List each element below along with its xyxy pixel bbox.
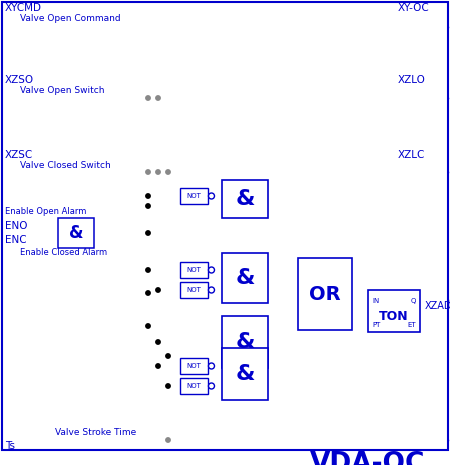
Text: NOT: NOT: [187, 363, 202, 369]
Bar: [58, 218, 94, 248]
Text: OR: OR: [309, 285, 341, 304]
Circle shape: [146, 204, 150, 208]
Bar: [222, 180, 268, 218]
Circle shape: [146, 194, 150, 198]
Text: IN: IN: [372, 298, 379, 304]
Circle shape: [166, 384, 170, 388]
Bar: [180, 358, 208, 374]
Text: XZLC: XZLC: [398, 150, 425, 160]
Text: Ts: Ts: [5, 441, 15, 451]
Circle shape: [208, 363, 215, 369]
Text: Enable Closed Alarm: Enable Closed Alarm: [20, 248, 107, 257]
Circle shape: [166, 438, 170, 442]
Circle shape: [156, 364, 160, 368]
Text: ENO: ENO: [5, 221, 27, 231]
Circle shape: [208, 287, 215, 293]
Text: Q: Q: [410, 298, 416, 304]
Text: Enable Open Alarm: Enable Open Alarm: [5, 207, 86, 216]
Text: NOT: NOT: [187, 383, 202, 389]
Text: Valve Open Command: Valve Open Command: [20, 14, 121, 23]
Bar: [180, 188, 208, 204]
Circle shape: [146, 170, 150, 174]
Text: XZSC: XZSC: [5, 150, 33, 160]
Circle shape: [208, 267, 215, 273]
Text: XY-OC: XY-OC: [398, 3, 430, 13]
Text: XZAD: XZAD: [425, 301, 450, 311]
Bar: [180, 262, 208, 278]
Bar: [222, 316, 268, 368]
Bar: [222, 348, 268, 400]
Text: XZLO: XZLO: [398, 75, 426, 85]
Circle shape: [156, 340, 160, 344]
Text: VDA-OC: VDA-OC: [310, 451, 425, 465]
Circle shape: [146, 231, 150, 235]
Circle shape: [208, 383, 215, 389]
Text: Valve Open Switch: Valve Open Switch: [20, 86, 104, 95]
Circle shape: [156, 96, 160, 100]
Text: TON: TON: [379, 310, 409, 323]
Text: ENC: ENC: [5, 235, 27, 245]
Text: XYCMD: XYCMD: [5, 3, 42, 13]
Circle shape: [146, 268, 150, 272]
Text: &: &: [235, 332, 255, 352]
Bar: [368, 290, 420, 332]
Bar: [222, 253, 268, 303]
Bar: [298, 258, 352, 330]
Text: &: &: [235, 364, 255, 384]
Text: Valve Stroke Time: Valve Stroke Time: [55, 428, 136, 437]
Circle shape: [166, 354, 170, 358]
Text: XZSO: XZSO: [5, 75, 34, 85]
Text: NOT: NOT: [187, 267, 202, 273]
Circle shape: [208, 193, 215, 199]
Circle shape: [156, 288, 160, 292]
Circle shape: [146, 96, 150, 100]
Text: NOT: NOT: [187, 287, 202, 293]
Circle shape: [146, 291, 150, 295]
Bar: [180, 282, 208, 298]
Text: &: &: [235, 189, 255, 209]
Text: ET: ET: [407, 322, 416, 328]
Text: PT: PT: [372, 322, 380, 328]
Text: &: &: [235, 268, 255, 288]
Text: &: &: [69, 224, 83, 242]
Text: NOT: NOT: [187, 193, 202, 199]
Bar: [180, 378, 208, 394]
Circle shape: [166, 170, 170, 174]
Circle shape: [146, 324, 150, 328]
Circle shape: [156, 170, 160, 174]
Text: Valve Closed Switch: Valve Closed Switch: [20, 161, 111, 170]
